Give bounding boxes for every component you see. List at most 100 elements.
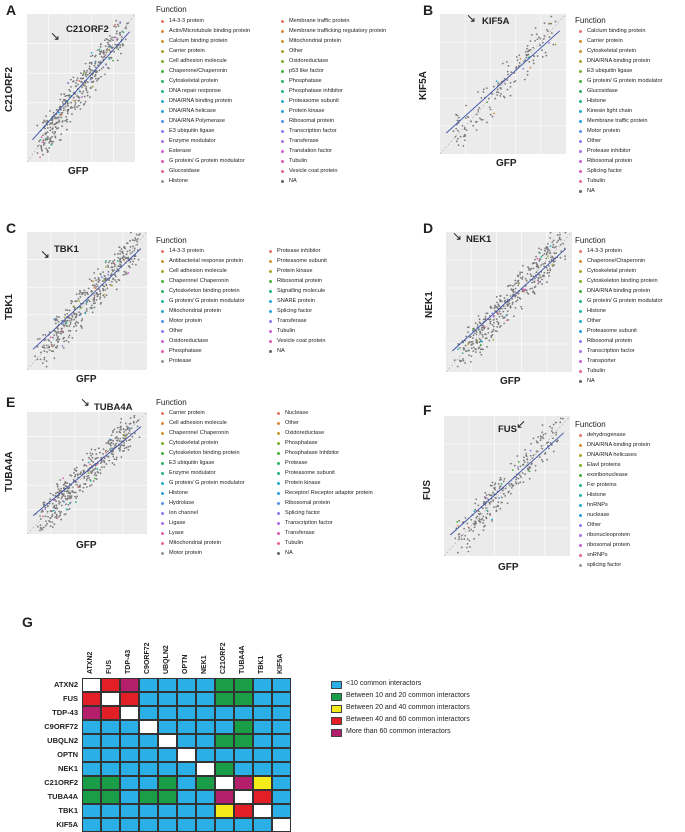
scatter-point bbox=[534, 285, 537, 288]
scatter-point bbox=[486, 121, 488, 124]
scatter-point bbox=[478, 318, 481, 321]
scatter-point bbox=[129, 438, 132, 441]
scatter-point bbox=[36, 525, 39, 528]
scatter-point bbox=[463, 538, 466, 540]
heatmap-cell bbox=[234, 804, 253, 818]
scatter-point bbox=[46, 138, 49, 141]
legend-item: Other bbox=[274, 418, 373, 428]
scatter-point bbox=[110, 434, 113, 437]
scatter-point bbox=[98, 61, 101, 64]
legend-label: Enzyme modulator bbox=[169, 138, 216, 144]
scatter-point bbox=[114, 23, 117, 26]
heatmap-cell bbox=[272, 790, 291, 804]
legend-label: Other bbox=[289, 48, 303, 54]
heatmap-col-label: TDP-43 bbox=[125, 649, 132, 674]
scatter-point bbox=[99, 296, 102, 298]
legend-title-c: Function bbox=[156, 236, 187, 245]
scatter-point bbox=[554, 421, 557, 424]
scatter-point bbox=[53, 123, 55, 126]
heatmap-cell bbox=[139, 678, 158, 692]
legend-label: Phosphatase bbox=[289, 78, 322, 84]
arrow-icon-d: ↘ bbox=[452, 229, 463, 243]
legend-item: G protein/ G protein modulator bbox=[576, 76, 663, 86]
scatter-point bbox=[462, 359, 465, 362]
legend-swatch bbox=[161, 99, 164, 103]
scatter-point bbox=[80, 325, 83, 328]
scatter-plot-b bbox=[440, 14, 566, 154]
scatter-point bbox=[532, 454, 535, 457]
scatter-point bbox=[113, 51, 115, 53]
scatter-point bbox=[112, 442, 115, 445]
scatter-point bbox=[88, 67, 91, 70]
legend-label: Carrier protein bbox=[169, 410, 205, 416]
scatter-point bbox=[493, 307, 496, 310]
scatter-point bbox=[68, 502, 71, 505]
scatter-point bbox=[525, 289, 528, 292]
scatter-point bbox=[555, 252, 558, 255]
panel-letter-c: C bbox=[6, 220, 17, 236]
scatter-point bbox=[130, 258, 133, 261]
scatter-point bbox=[67, 108, 70, 111]
scatter-point bbox=[533, 262, 535, 265]
scatter-point bbox=[529, 273, 532, 276]
legend-item: Ligase bbox=[158, 518, 245, 528]
scatter-point bbox=[66, 112, 69, 115]
heatmap-cell bbox=[234, 734, 253, 748]
scatter-point bbox=[104, 45, 107, 48]
scatter-point bbox=[469, 360, 472, 363]
scatter-point bbox=[564, 258, 567, 261]
legend-label: Protein kinase bbox=[285, 480, 321, 486]
scatter-point bbox=[64, 503, 67, 506]
scatter-point bbox=[60, 108, 62, 111]
scatter-point bbox=[465, 335, 468, 338]
legend-swatch bbox=[281, 39, 284, 43]
heatmap-cell bbox=[101, 706, 120, 720]
legend-swatch bbox=[281, 169, 284, 173]
scatter-point bbox=[75, 313, 78, 316]
scatter-point bbox=[475, 113, 478, 116]
scatter-point bbox=[106, 38, 109, 41]
legend-label: Enzyme modulator bbox=[169, 470, 216, 476]
legend-swatch bbox=[161, 531, 164, 535]
scatter-point bbox=[79, 472, 82, 475]
heatmap-row-label: OPTN bbox=[57, 750, 78, 759]
heatmap-cell bbox=[139, 720, 158, 734]
scatter-point bbox=[511, 289, 514, 292]
scatter-point bbox=[115, 288, 118, 291]
scatter-point bbox=[529, 48, 532, 51]
legend-swatch bbox=[277, 531, 280, 535]
scatter-point bbox=[57, 335, 59, 338]
scatter-point bbox=[79, 77, 82, 80]
scatter-point bbox=[550, 15, 553, 18]
scatter-point bbox=[96, 292, 99, 295]
scatter-point bbox=[502, 95, 505, 98]
scatter-point bbox=[558, 236, 561, 239]
legend-label: Ribosomal protein bbox=[587, 338, 633, 344]
scatter-point bbox=[70, 85, 72, 88]
legend-item: Chaperone/ Chaperonin bbox=[158, 428, 245, 438]
scatter-point bbox=[485, 87, 488, 89]
scatter-point bbox=[123, 447, 126, 450]
scatter-point bbox=[538, 247, 540, 250]
fit-line bbox=[445, 30, 561, 134]
scatter-point bbox=[75, 497, 78, 500]
scatter-point bbox=[52, 494, 55, 496]
heatmap-cell bbox=[158, 818, 177, 832]
legend-swatch bbox=[579, 299, 582, 303]
scatter-point bbox=[75, 300, 78, 303]
scatter-point bbox=[94, 467, 97, 470]
scatter-point bbox=[103, 296, 106, 299]
scatter-point bbox=[465, 129, 468, 132]
legend-label: Actin/Microtubule binding protein bbox=[169, 28, 251, 34]
scatter-point bbox=[46, 127, 49, 129]
legend-swatch bbox=[281, 129, 284, 133]
scatter-point bbox=[72, 76, 75, 79]
scatter-point bbox=[529, 454, 532, 457]
scatter-point bbox=[86, 477, 89, 480]
scatter-point bbox=[112, 453, 114, 456]
scatter-points-a bbox=[27, 14, 135, 162]
legend-item: DNA/RNA binding protein bbox=[576, 286, 663, 296]
scatter-point bbox=[115, 19, 117, 22]
scatter-point bbox=[527, 266, 529, 268]
scatter-point bbox=[97, 471, 100, 474]
